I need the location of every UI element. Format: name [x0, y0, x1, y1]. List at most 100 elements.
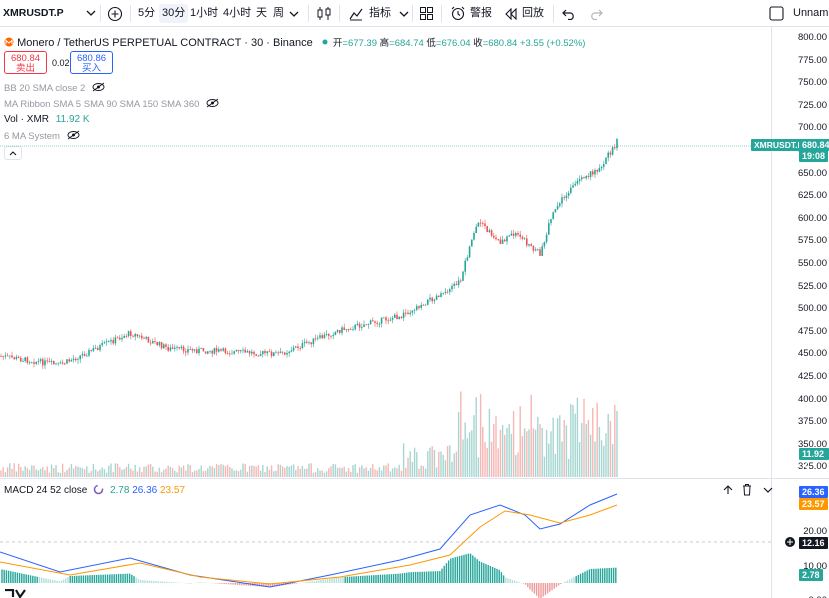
price-axis-label: 450.00: [797, 348, 827, 360]
volume-bar: [446, 445, 449, 477]
undo-icon[interactable]: [562, 7, 576, 20]
volume-bar: [519, 406, 521, 477]
chevron-down-icon[interactable]: [289, 10, 299, 18]
bb-indicator-legend[interactable]: BB 20 SMA close 2: [4, 82, 105, 94]
candle-body: [114, 337, 117, 344]
candle-body: [26, 357, 29, 363]
interval-4h[interactable]: 4小时: [223, 7, 252, 19]
volume-bar: [253, 465, 255, 477]
macd-histogram-bar: [5, 570, 8, 583]
candle-body: [528, 244, 530, 246]
collapse-legend-button[interactable]: [4, 146, 22, 160]
pair-title: Monero / TetherUS PERPETUAL CONTRACT · 3…: [17, 37, 313, 49]
symbol-search-button[interactable]: XMRUSDT.P: [3, 7, 64, 19]
layout-grid-icon[interactable]: [419, 6, 434, 21]
volume-bar: [37, 470, 40, 477]
candle-body: [37, 361, 40, 362]
macd-histogram-bar: [500, 572, 503, 583]
volume-bar: [70, 464, 73, 477]
candle-body: [609, 152, 612, 155]
candles-chart-type-icon[interactable]: [316, 5, 332, 22]
candle-body: [191, 349, 194, 351]
macd-histogram-bar: [56, 580, 58, 583]
alarm-clock-icon[interactable]: [450, 5, 466, 22]
candle-body: [292, 347, 295, 351]
layout-name[interactable]: Unname: [793, 7, 829, 19]
macd-histogram-bar: [359, 575, 362, 583]
macd-histogram-bar: [348, 576, 351, 583]
move-pane-up-icon[interactable]: [722, 484, 734, 496]
macd-histogram-bar: [397, 573, 399, 583]
interval-30m[interactable]: 30分: [159, 4, 189, 23]
macd-histogram-bar: [357, 576, 360, 583]
candle-body: [321, 335, 323, 339]
alert-button[interactable]: 警报: [470, 7, 492, 19]
crosshair-add-icon[interactable]: [784, 536, 796, 548]
macd-histogram-bar: [106, 574, 109, 583]
indicators-icon[interactable]: [348, 6, 364, 22]
volume-bar: [361, 465, 363, 477]
macd-histogram-bar: [62, 579, 65, 583]
volume-bar: [400, 470, 403, 477]
collapse-pane-icon[interactable]: [762, 485, 774, 495]
candle-body: [253, 351, 255, 355]
candle-body: [244, 349, 246, 353]
macd-histogram-bar: [604, 568, 606, 583]
indicators-button[interactable]: 指标: [369, 7, 391, 19]
volume-bar: [55, 465, 57, 477]
macd-legend[interactable]: MACD 24 52 close 2.78 26.36 23.57: [4, 484, 185, 496]
sell-button[interactable]: 680.84 卖出: [4, 51, 47, 74]
volume-bar: [510, 433, 513, 477]
buy-button[interactable]: 680.86 买入: [70, 51, 113, 74]
ma-system-legend[interactable]: 6 MA System: [4, 130, 80, 142]
macd-histogram-bar: [333, 578, 335, 583]
volume-bar: [110, 463, 112, 477]
interval-1h[interactable]: 1小时: [190, 7, 219, 19]
macd-histogram-bar: [126, 573, 129, 583]
candle-body: [185, 351, 187, 353]
macd-histogram-bar: [489, 565, 492, 583]
replay-icon[interactable]: [504, 8, 518, 20]
volume-bar: [561, 441, 563, 477]
macd-histogram-bar: [513, 580, 516, 583]
chevron-down-icon[interactable]: [86, 9, 96, 17]
candle-body: [176, 346, 178, 348]
delete-pane-icon[interactable]: [741, 483, 753, 496]
volume-bar: [488, 408, 491, 477]
eye-hidden-icon[interactable]: [206, 98, 219, 108]
ma-ribbon-legend[interactable]: MA Ribbon SMA 5 SMA 90 SMA 150 SMA 360: [4, 98, 219, 110]
tradingview-logo-icon[interactable]: [4, 589, 30, 598]
macd-histogram-bar: [135, 577, 137, 583]
macd-histogram-bar: [502, 575, 505, 583]
volume-bar: [559, 415, 561, 477]
eye-hidden-icon[interactable]: [92, 82, 105, 92]
macd-histogram-bar: [412, 572, 415, 583]
interval-1w[interactable]: 周: [273, 7, 284, 19]
pane-separator[interactable]: [0, 478, 829, 479]
volume-bar: [297, 466, 299, 477]
volume-bar: [407, 457, 409, 477]
interval-5m[interactable]: 5分: [138, 7, 156, 19]
price-chart-canvas[interactable]: [0, 27, 771, 598]
redo-icon[interactable]: [589, 7, 603, 20]
price-axis-label: 625.00: [797, 190, 827, 202]
macd-histogram-bar: [573, 577, 575, 583]
candle-body: [576, 181, 579, 184]
chevron-down-icon[interactable]: [399, 10, 409, 18]
interval-1d[interactable]: 天: [256, 7, 267, 19]
layout-checkbox-icon[interactable]: [769, 6, 784, 21]
replay-button[interactable]: 回放: [522, 7, 544, 19]
volume-bar: [233, 470, 235, 477]
volume-legend[interactable]: Vol · XMR 11.92 K: [4, 114, 90, 125]
candle-body: [506, 236, 508, 242]
volume-bar: [319, 470, 321, 477]
macd-histogram-bar: [408, 572, 410, 583]
volume-bar: [512, 410, 515, 477]
candle-body: [372, 320, 374, 322]
eye-hidden-icon[interactable]: [67, 130, 80, 140]
compare-add-icon[interactable]: [107, 6, 123, 22]
candle-body: [222, 348, 224, 351]
macd-histogram-bar: [337, 577, 340, 583]
candle-body: [556, 205, 559, 210]
candle-body: [431, 297, 433, 302]
